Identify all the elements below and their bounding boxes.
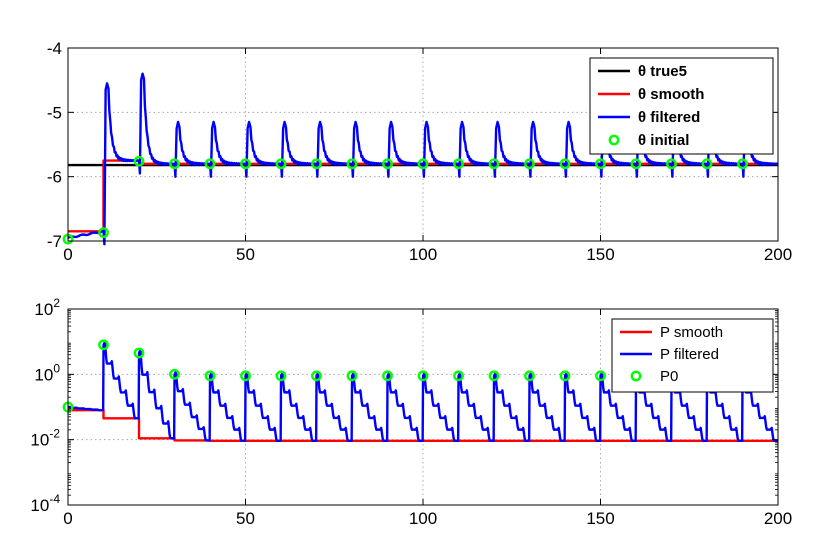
x-tick-label: 0 [63,509,72,528]
y-tick-label: 100 [34,361,60,384]
marker-point [701,158,713,170]
marker-point [453,370,464,382]
series-layer [68,340,778,443]
y-tick-label: -6 [47,168,62,187]
y-tick-label: 10-4 [30,492,60,515]
theta-plot: 0 50 100 150 200 -7 -6 -5 -4 θ true5 θ smooth θ fil… [47,39,792,264]
x-tick-label: 0 [63,245,72,264]
legend-swatch-marker [608,134,620,146]
x-tick-label: 200 [764,245,792,264]
marker-point [133,347,145,359]
marker-point [311,158,322,170]
marker-point [488,158,500,170]
marker-point [524,158,535,170]
legend-label: θ initial [638,132,689,149]
marker-point [488,370,500,382]
marker-point [346,158,358,170]
x-tick-label: 150 [586,245,614,264]
marker-point [240,158,251,170]
marker-point [275,370,287,382]
marker-point [169,158,180,170]
y-tick-label: 102 [34,296,60,319]
y-tick-exponent: 0 [53,361,60,375]
legend-label: θ true5 [638,63,687,80]
marker-point [98,339,109,351]
marker-point [311,370,322,382]
marker-point [382,370,393,382]
marker-point [595,158,606,170]
y-tick-base: 10 [30,496,49,515]
legend-box [589,57,774,155]
x-tick-label: 100 [409,509,437,528]
marker-point [169,368,180,380]
y-tick-label: -5 [47,103,62,122]
marker-point [204,370,216,382]
marker-point [240,370,251,382]
marker-point [559,158,571,170]
y-tick-exponent: -2 [49,427,60,441]
marker-point [98,227,109,239]
marker-point [275,158,287,170]
y-tick-label: 10-2 [30,427,60,450]
marker-point [524,370,535,382]
y-tick-label: -4 [47,39,62,58]
series-line-p-filtered [68,340,778,443]
y-tick-base: 10 [34,300,53,319]
x-tick-label: 50 [236,509,255,528]
marker-point [453,158,464,170]
marker-point [737,158,748,170]
marker-point [666,158,677,170]
x-tick-label: 150 [586,509,614,528]
marker-point [630,158,642,170]
legend-label: P0 [660,368,678,385]
legend-label: θ smooth [638,86,704,103]
marker-point [417,158,429,170]
legend-label: P filtered [660,346,719,363]
marker-point [382,158,393,170]
marker-point [559,370,571,382]
series-line--filtered [68,72,778,246]
x-tick-label: 50 [236,245,255,264]
series-layer [68,72,778,246]
marker-point [417,370,429,382]
y-tick-base: 10 [34,365,53,384]
y-tick-exponent: 2 [53,296,60,310]
marker-point [204,158,216,170]
legend-swatch-marker [630,370,642,382]
y-tick-label: -7 [47,232,62,251]
marker-point [346,370,358,382]
marker-point [133,155,145,167]
legend-label: P smooth [660,324,723,341]
x-tick-label: 200 [764,509,792,528]
legend-label: θ filtered [638,109,700,126]
marker-point [595,370,606,382]
x-tick-label: 100 [409,245,437,264]
y-tick-exponent: -4 [49,492,60,506]
y-tick-base: 10 [30,431,49,450]
